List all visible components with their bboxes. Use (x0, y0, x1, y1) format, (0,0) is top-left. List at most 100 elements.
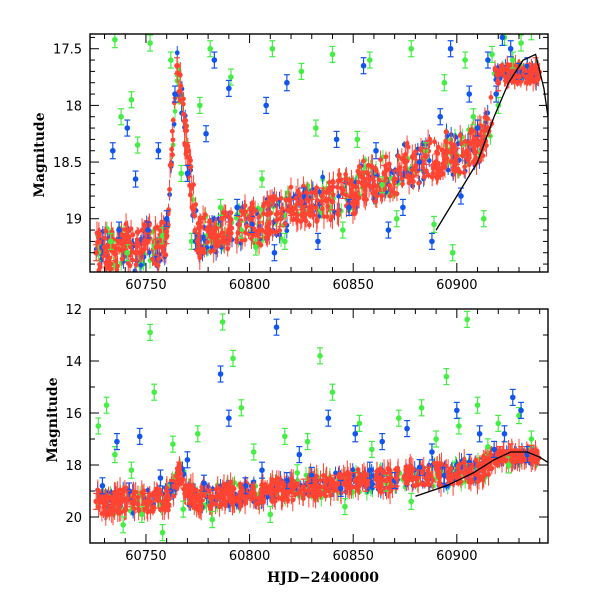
data-point (403, 479, 409, 485)
data-point (174, 62, 180, 69)
data-point (426, 172, 431, 178)
data-point (153, 225, 159, 231)
data-point (354, 136, 361, 143)
data-point (306, 222, 312, 228)
data-point (267, 227, 272, 233)
data-point (320, 206, 325, 212)
data-point (373, 147, 379, 154)
x-tick-label: 60800 (229, 278, 270, 293)
data-point (116, 246, 122, 252)
data-point (225, 239, 231, 245)
data-point (192, 213, 198, 219)
data-point (306, 197, 311, 203)
data-point (302, 216, 308, 222)
data-point (269, 45, 276, 52)
data-point (215, 232, 222, 239)
data-point (163, 215, 170, 222)
data-point (426, 158, 432, 163)
data-point (137, 250, 142, 256)
data-point (163, 232, 170, 239)
data-point (222, 235, 228, 240)
data-point (295, 217, 301, 223)
data-point (181, 96, 186, 102)
data-point (466, 91, 473, 97)
data-point (421, 174, 427, 180)
data-point (451, 167, 457, 173)
data-point (218, 216, 224, 222)
data-point (246, 215, 253, 222)
data-point (226, 85, 232, 92)
data-point (427, 140, 433, 146)
data-point (429, 174, 435, 180)
data-point (412, 164, 419, 171)
data-point (226, 227, 232, 233)
data-point (313, 125, 319, 131)
data-point (290, 217, 296, 223)
data-point (223, 210, 228, 216)
data-point (155, 147, 162, 154)
data-point (153, 244, 160, 250)
data-point (330, 214, 335, 220)
data-point (93, 249, 100, 256)
data-point (201, 250, 207, 256)
top-panel: 60750 60800 60850 60900 17.5 18 18.5 19 Magnitu… (32, 33, 549, 293)
data-point (108, 266, 114, 272)
bottom-data-marks (93, 310, 548, 542)
data-point (526, 68, 533, 75)
data-point (343, 176, 349, 182)
data-point (211, 57, 218, 63)
data-point (167, 187, 172, 192)
data-point (259, 176, 265, 182)
data-point (434, 176, 440, 181)
data-point (387, 193, 393, 199)
data-point (182, 142, 188, 148)
data-point (321, 214, 327, 219)
data-point (132, 249, 139, 256)
data-point (207, 45, 213, 52)
data-point (193, 202, 199, 207)
data-point (134, 229, 140, 235)
data-point (452, 148, 458, 154)
data-point (218, 239, 224, 244)
data-point (360, 62, 367, 69)
data-point (177, 72, 183, 78)
data-point (436, 144, 441, 150)
data-point (320, 174, 326, 180)
data-point (194, 238, 201, 245)
data-point (393, 215, 400, 222)
data-point (493, 91, 499, 97)
data-point (437, 167, 443, 173)
data-point (298, 68, 305, 75)
data-point (298, 198, 305, 205)
data-point (474, 142, 481, 148)
data-point (362, 193, 367, 199)
data-point (147, 40, 153, 46)
data-point (97, 264, 103, 270)
top-y-axis-label: Magnitude (32, 112, 48, 197)
data-point (404, 174, 410, 180)
data-point (228, 217, 234, 223)
data-point (197, 251, 203, 257)
data-point (536, 75, 542, 81)
data-point (277, 228, 283, 233)
data-point (532, 62, 539, 69)
data-point (178, 170, 184, 177)
data-point (402, 159, 408, 165)
data-point (273, 229, 279, 235)
data-point (381, 170, 388, 177)
data-point (128, 241, 134, 247)
data-point (248, 221, 255, 228)
data-point (208, 249, 213, 255)
data-point (349, 177, 354, 183)
data-point (178, 83, 184, 89)
data-point (150, 256, 155, 262)
data-point (470, 159, 476, 165)
data-point (405, 144, 411, 150)
data-point (507, 45, 514, 52)
data-point (470, 113, 477, 120)
data-point (105, 260, 111, 266)
data-point (362, 188, 368, 193)
data-point (112, 36, 118, 43)
data-point (489, 51, 495, 58)
